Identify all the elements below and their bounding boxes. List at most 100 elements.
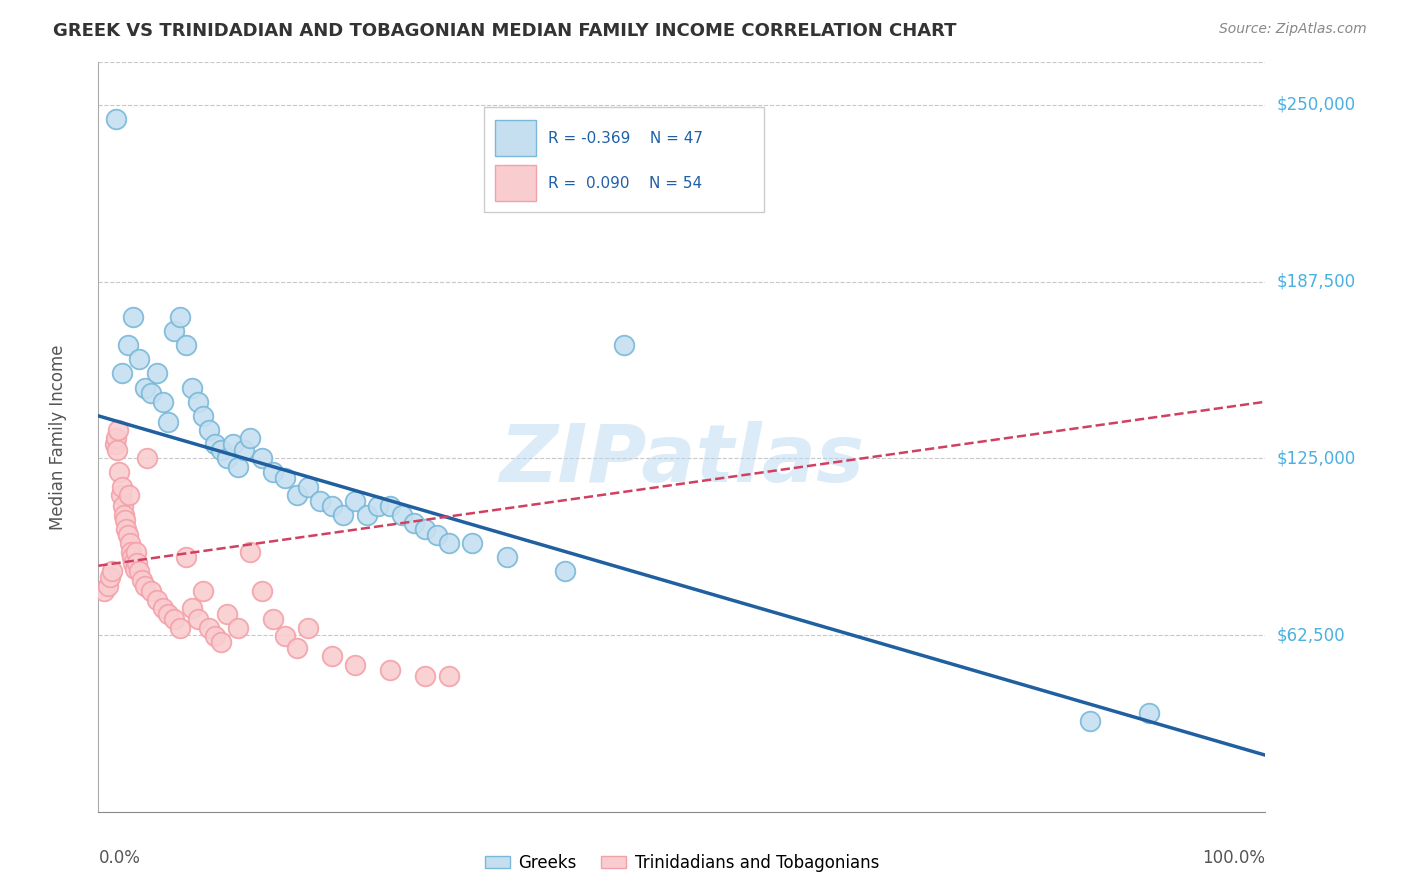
Point (111, 500, 134, 514)
Point (120, 544, 142, 558)
Point (209, 442, 232, 457)
Point (274, 629, 297, 643)
Point (157, 415, 180, 429)
Text: 100.0%: 100.0% (1202, 849, 1265, 867)
Point (356, 508, 378, 522)
Point (321, 500, 343, 514)
Text: R =  0.090    N = 54: R = 0.090 N = 54 (548, 176, 702, 191)
Point (274, 471, 297, 485)
Point (297, 479, 319, 493)
Point (97, 578, 120, 592)
Point (134, 578, 156, 592)
Point (115, 522, 138, 536)
Point (114, 514, 136, 528)
Point (157, 607, 180, 621)
Point (612, 338, 634, 352)
Point (105, 442, 128, 457)
Point (98, 570, 121, 584)
Text: ZIPatlas: ZIPatlas (499, 420, 865, 499)
Point (131, 573, 153, 587)
Point (233, 442, 256, 457)
Point (215, 607, 238, 621)
Point (380, 500, 402, 514)
Point (461, 536, 484, 550)
Point (108, 466, 131, 480)
Point (117, 338, 139, 352)
Point (163, 612, 186, 626)
Point (112, 508, 135, 522)
Point (344, 657, 367, 672)
Point (221, 437, 243, 451)
Point (426, 527, 449, 541)
Point (204, 629, 226, 643)
Point (180, 601, 202, 615)
Point (124, 561, 146, 575)
Point (136, 451, 159, 466)
Point (437, 536, 460, 550)
Point (1137, 706, 1160, 720)
Point (204, 437, 226, 451)
Point (107, 423, 129, 437)
Text: GREEK VS TRINIDADIAN AND TOBAGONIAN MEDIAN FAMILY INCOME CORRELATION CHART: GREEK VS TRINIDADIAN AND TOBAGONIAN MEDI… (53, 22, 957, 40)
Point (134, 381, 156, 395)
Point (198, 423, 221, 437)
Point (380, 664, 402, 678)
Legend: Greeks, Trinidadians and Tobagonians: Greeks, Trinidadians and Tobagonians (478, 847, 886, 879)
Point (125, 544, 148, 558)
Point (146, 367, 169, 381)
Point (139, 386, 162, 401)
Point (262, 466, 284, 480)
Point (104, 432, 127, 446)
Bar (495, 120, 536, 156)
Point (193, 409, 215, 423)
Point (101, 565, 124, 579)
Point (139, 584, 162, 599)
Point (152, 394, 174, 409)
Point (121, 550, 143, 565)
Bar (484, 107, 763, 212)
Point (262, 612, 284, 626)
Text: 0.0%: 0.0% (98, 849, 141, 867)
Text: $125,000: $125,000 (1277, 450, 1355, 467)
Point (437, 669, 460, 683)
Point (163, 324, 186, 338)
Point (215, 451, 238, 466)
Point (209, 635, 232, 649)
Text: Median Family Income: Median Family Income (49, 344, 66, 530)
Point (321, 649, 343, 664)
Point (174, 550, 197, 565)
Point (413, 522, 436, 536)
Point (391, 508, 413, 522)
Point (110, 488, 132, 502)
Bar (495, 165, 536, 201)
Point (146, 592, 169, 607)
Point (193, 584, 215, 599)
Point (1080, 714, 1102, 729)
Point (239, 544, 262, 558)
Point (239, 432, 262, 446)
Text: Source: ZipAtlas.com: Source: ZipAtlas.com (1219, 22, 1367, 37)
Point (332, 508, 354, 522)
Point (169, 621, 191, 635)
Point (118, 488, 141, 502)
Point (152, 601, 174, 615)
Point (128, 352, 150, 367)
Point (169, 310, 191, 324)
Point (228, 621, 250, 635)
Point (118, 536, 141, 550)
Point (122, 556, 145, 570)
Point (104, 437, 127, 451)
Point (198, 621, 221, 635)
Point (125, 556, 148, 570)
Text: $250,000: $250,000 (1277, 95, 1355, 114)
Point (413, 669, 436, 683)
Point (250, 584, 273, 599)
Point (285, 488, 308, 502)
Point (111, 367, 134, 381)
Point (402, 516, 425, 531)
Text: $62,500: $62,500 (1277, 626, 1346, 644)
Point (285, 640, 308, 655)
Point (180, 381, 202, 395)
Point (297, 621, 319, 635)
Point (174, 338, 197, 352)
